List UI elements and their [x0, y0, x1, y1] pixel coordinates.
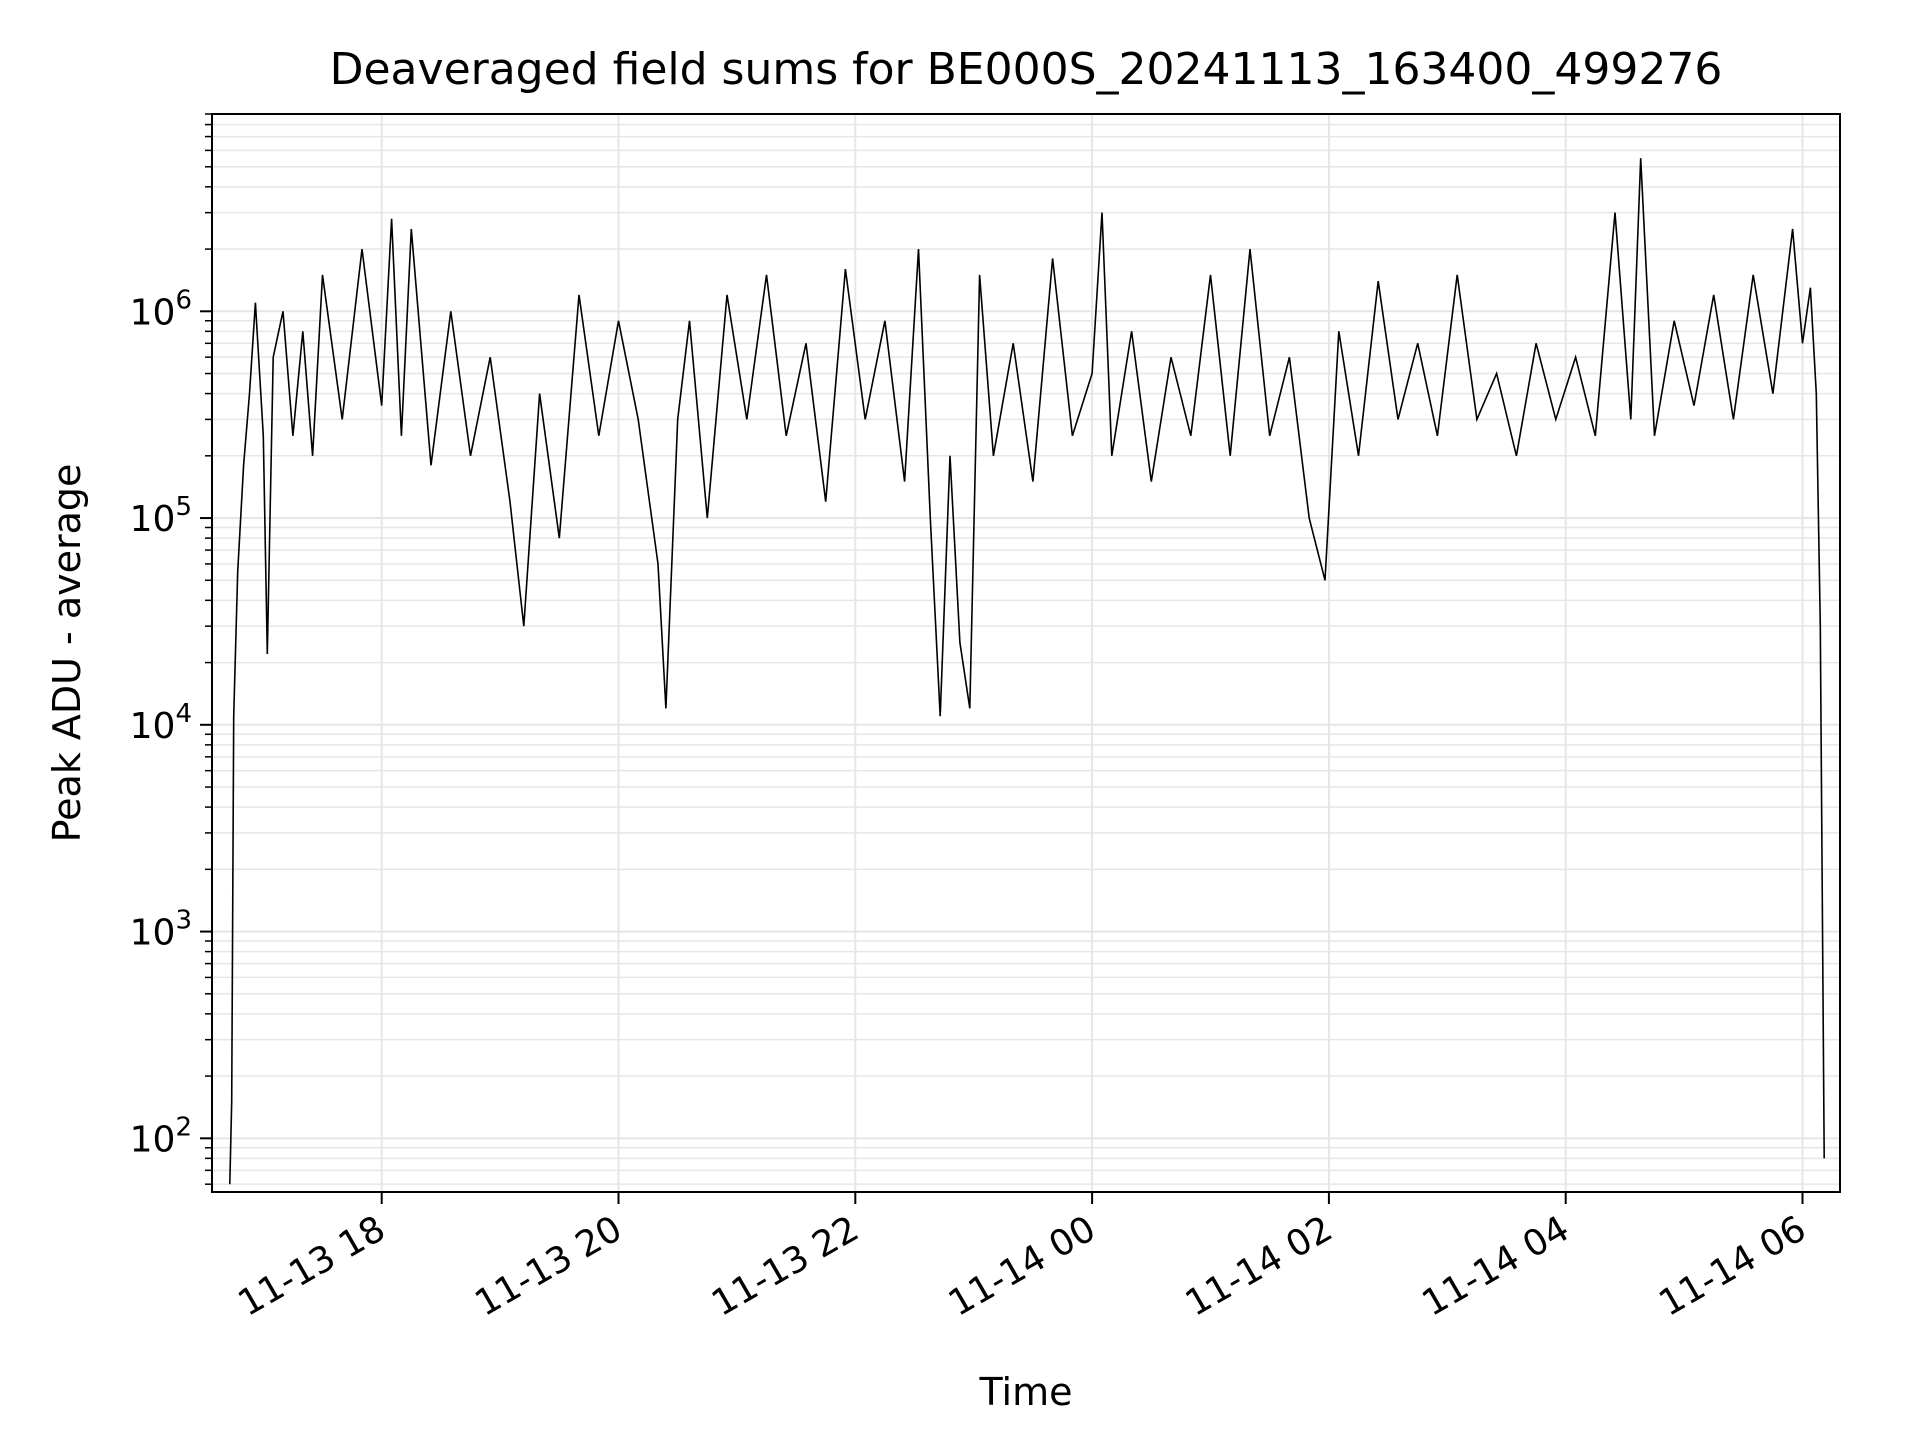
plot-frame: [211, 113, 1841, 1193]
y-tick-label-base: 10: [130, 292, 176, 333]
y-tick-label: 103: [130, 906, 192, 954]
y-tick-label: 105: [130, 492, 192, 540]
y-tick-label: 104: [130, 699, 192, 747]
y-axis-label: Peak ADU - average: [45, 464, 89, 843]
y-tick-label-exponent: 2: [175, 1112, 192, 1142]
chart-title: Deaveraged field sums for BE000S_2024111…: [330, 44, 1723, 95]
y-tick-label-base: 10: [130, 706, 176, 747]
data-series-line: [229, 158, 1825, 1185]
y-tick-label: 102: [130, 1112, 192, 1160]
y-tick-label-base: 10: [130, 499, 176, 540]
x-axis-label: Time: [979, 1370, 1073, 1414]
y-tick-label-exponent: 5: [175, 492, 192, 522]
y-tick-label-base: 10: [130, 913, 176, 954]
y-tick-label-base: 10: [130, 1119, 176, 1160]
y-tick-label-exponent: 3: [175, 906, 192, 936]
y-tick-label-exponent: 4: [175, 699, 192, 729]
data-layer: [229, 158, 1825, 1185]
grid: [212, 113, 1840, 1192]
y-tick-label-exponent: 6: [175, 285, 192, 315]
y-tick-label: 106: [130, 285, 192, 333]
